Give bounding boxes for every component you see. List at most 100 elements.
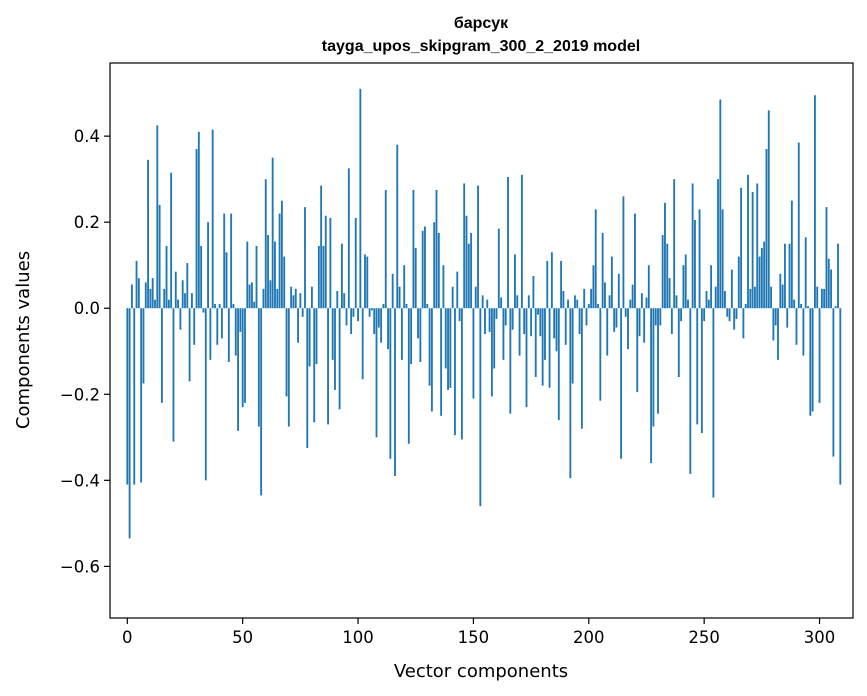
bar-235 bbox=[668, 278, 671, 309]
bar-260 bbox=[726, 308, 729, 317]
bar-90 bbox=[334, 308, 336, 390]
bar-161 bbox=[497, 228, 500, 309]
chart-title-line2: tayga_upos_skipgram_300_2_2019 model bbox=[322, 38, 640, 55]
bar-209 bbox=[608, 295, 611, 309]
bar-40 bbox=[218, 303, 221, 309]
bar-2 bbox=[131, 284, 133, 309]
chart-title-line1: барсук bbox=[454, 15, 509, 32]
bar-277 bbox=[765, 149, 768, 309]
bar-244 bbox=[689, 308, 692, 474]
bar-207 bbox=[604, 282, 606, 309]
bar-186 bbox=[555, 308, 558, 352]
bar-79 bbox=[308, 308, 311, 367]
bar-185 bbox=[553, 308, 556, 339]
bar-269 bbox=[747, 174, 749, 309]
bar-6 bbox=[140, 308, 143, 483]
bar-138 bbox=[444, 308, 447, 369]
bar-149 bbox=[470, 232, 473, 309]
bar-217 bbox=[627, 308, 629, 350]
bar-126 bbox=[417, 308, 419, 339]
bar-187 bbox=[557, 308, 560, 421]
bar-188 bbox=[560, 260, 563, 309]
bar-227 bbox=[650, 308, 653, 464]
bar-225 bbox=[645, 297, 648, 309]
bar-89 bbox=[331, 308, 334, 360]
bar-267 bbox=[742, 308, 745, 339]
bar-285 bbox=[784, 243, 786, 309]
bar-48 bbox=[237, 308, 239, 431]
bar-67 bbox=[280, 200, 283, 309]
bar-222 bbox=[638, 308, 641, 337]
bar-61 bbox=[267, 235, 269, 309]
bar-106 bbox=[370, 308, 373, 311]
x-axis-label: Vector components bbox=[394, 661, 568, 682]
bar-109 bbox=[377, 308, 380, 328]
bar-101 bbox=[359, 88, 362, 309]
bar-132 bbox=[430, 308, 433, 412]
bar-160 bbox=[495, 308, 498, 319]
bar-72 bbox=[292, 295, 295, 309]
bar-5 bbox=[137, 278, 140, 309]
bar-99 bbox=[354, 217, 357, 309]
bar-172 bbox=[523, 308, 526, 335]
bar-116 bbox=[394, 308, 396, 477]
bar-131 bbox=[428, 308, 431, 386]
bar-175 bbox=[530, 308, 533, 337]
bar-52 bbox=[246, 241, 249, 309]
bar-280 bbox=[772, 308, 775, 341]
bar-245 bbox=[691, 183, 694, 309]
bar-87 bbox=[327, 308, 329, 425]
bar-69 bbox=[285, 308, 288, 397]
bar-299 bbox=[816, 286, 819, 309]
bar-32 bbox=[200, 245, 203, 309]
bar-121 bbox=[405, 303, 408, 309]
bar-297 bbox=[811, 308, 814, 412]
bar-258 bbox=[721, 209, 724, 309]
bar-198 bbox=[583, 288, 586, 309]
bar-19 bbox=[170, 172, 173, 309]
bar-224 bbox=[643, 308, 646, 343]
bar-229 bbox=[654, 308, 657, 326]
bar-190 bbox=[564, 308, 567, 345]
bar-287 bbox=[788, 243, 791, 309]
bar-130 bbox=[426, 303, 429, 309]
bar-291 bbox=[797, 142, 800, 309]
bar-204 bbox=[597, 303, 599, 309]
bar-107 bbox=[373, 308, 376, 335]
bar-206 bbox=[601, 232, 604, 309]
bar-55 bbox=[253, 301, 256, 309]
bar-268 bbox=[744, 303, 747, 309]
bar-293 bbox=[802, 308, 805, 356]
bar-234 bbox=[666, 243, 669, 309]
bar-117 bbox=[396, 144, 399, 309]
bar-41 bbox=[220, 308, 223, 339]
bar-108 bbox=[375, 308, 378, 438]
bar-169 bbox=[516, 295, 519, 309]
bar-68 bbox=[283, 256, 286, 309]
bar-252 bbox=[707, 299, 710, 309]
bar-21 bbox=[174, 271, 177, 309]
bar-233 bbox=[664, 202, 666, 309]
bar-251 bbox=[705, 291, 708, 309]
bar-304 bbox=[827, 258, 830, 309]
bar-104 bbox=[366, 256, 369, 309]
bar-81 bbox=[313, 308, 316, 423]
bar-123 bbox=[410, 308, 413, 365]
bar-216 bbox=[624, 308, 627, 317]
bar-165 bbox=[507, 177, 509, 309]
bar-163 bbox=[502, 308, 505, 360]
bar-124 bbox=[412, 189, 415, 309]
bar-202 bbox=[592, 265, 595, 309]
bar-26 bbox=[186, 263, 189, 309]
bar-200 bbox=[587, 303, 590, 309]
bar-168 bbox=[514, 254, 516, 309]
bar-144 bbox=[458, 308, 461, 322]
bar-306 bbox=[832, 308, 835, 457]
bar-272 bbox=[754, 286, 756, 309]
bar-18 bbox=[167, 299, 170, 309]
bar-65 bbox=[276, 288, 279, 309]
x-tick-label: 200 bbox=[573, 628, 605, 647]
bar-102 bbox=[361, 308, 364, 380]
